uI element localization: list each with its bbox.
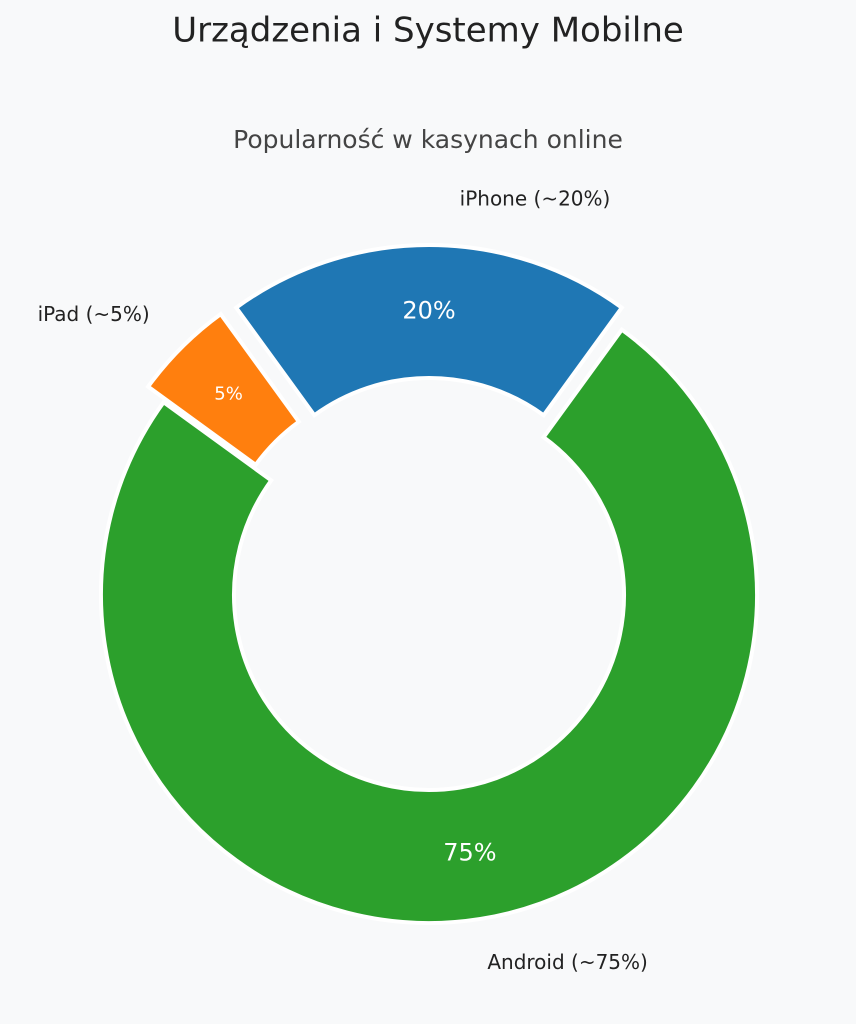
- category-label: iPhone (~20%): [460, 187, 611, 211]
- value-label: 75%: [443, 838, 496, 866]
- category-label: Android (~75%): [487, 950, 648, 974]
- donut-slice: [99, 326, 759, 925]
- category-label: iPad (~5%): [38, 302, 150, 326]
- chart-title: Urządzenia i Systemy Mobilne: [172, 11, 684, 51]
- donut-slice: [145, 311, 302, 468]
- chart-subtitle: Popularność w kasynach online: [233, 125, 623, 154]
- value-label: 20%: [402, 297, 455, 325]
- value-label: 5%: [214, 384, 243, 405]
- donut-slice: [233, 242, 625, 419]
